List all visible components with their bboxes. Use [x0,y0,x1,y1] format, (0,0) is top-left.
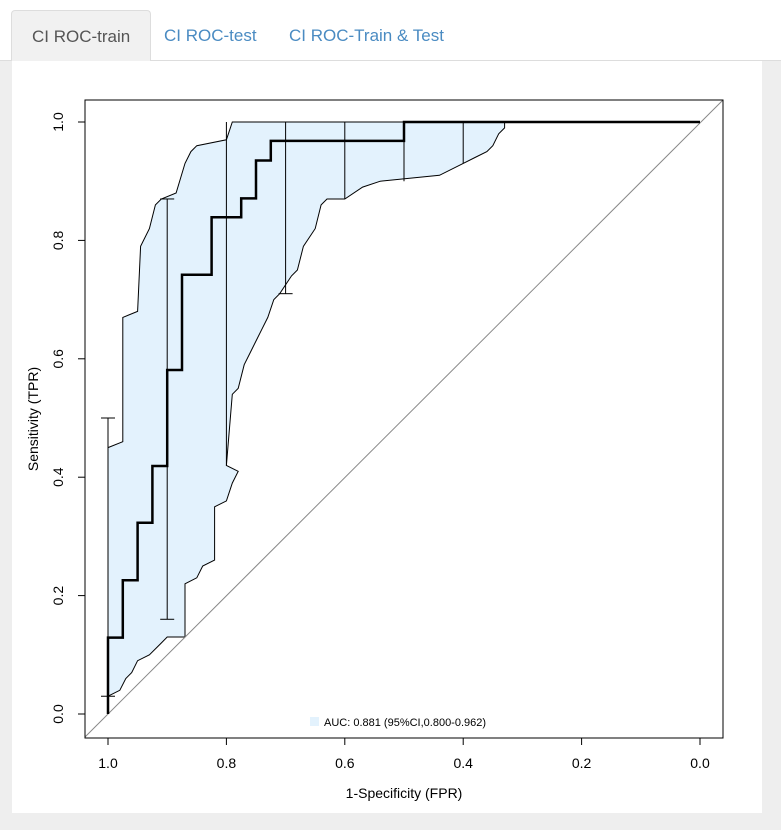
tab-ci-roc-train[interactable]: CI ROC-train [11,10,152,62]
x-tick-label-1: 0.8 [217,755,237,771]
ci-lower-line [107,122,506,697]
y-tick-label-3: 0.6 [50,349,66,369]
roc-curve [106,120,700,714]
ci-band [108,122,700,697]
y-tick-label-5: 1.0 [50,112,66,132]
roc-chart: 1.0 0.8 0.6 0.4 0.2 0.0 0.0 0.2 0.4 0.6 0.8 1.0 AUC… [25,99,724,801]
plot-frame [84,99,724,739]
y-tick-label-0: 0.0 [50,704,66,724]
legend-label: AUC: 0.881 (95%CI,0.800-0.962) [324,717,486,729]
tab-ci-roc-test[interactable]: CI ROC-test [164,26,257,45]
diagonal-reference-line [84,99,724,738]
roc-line-layer [84,99,724,738]
y-tick-label-2: 0.4 [50,467,66,487]
axis-layer: 1.0 0.8 0.6 0.4 0.2 0.0 0.0 0.2 0.4 0.6 0.8 1.0 [50,99,724,771]
y-tick-label-1: 0.2 [50,586,66,606]
y-tick-label-4: 0.8 [50,230,66,250]
plot-image: 1.0 0.8 0.6 0.4 0.2 0.0 0.0 0.2 0.4 0.6 0.8 1.0 AUC… [12,61,762,813]
tab-panel: 1.0 0.8 0.6 0.4 0.2 0.0 0.0 0.2 0.4 0.6 0.8 1.0 AUC… [0,61,781,830]
tab-bar: CI ROC-train CI ROC-test CI ROC-Train & … [0,0,781,62]
tab-ci-roc-train-test[interactable]: CI ROC-Train & Test [289,26,444,45]
x-tick-label-0: 1.0 [98,755,118,771]
y-axis-label: Sensitivity (TPR) [25,367,41,471]
ci-band-layer [107,121,700,697]
x-tick-label-3: 0.4 [453,755,473,771]
legend-swatch [310,717,319,726]
legend: AUC: 0.881 (95%CI,0.800-0.962) [310,717,486,729]
x-tick-label-4: 0.2 [572,755,592,771]
x-tick-label-2: 0.6 [335,755,355,771]
x-axis-label: 1-Specificity (FPR) [346,785,463,801]
x-tick-label-5: 0.0 [690,755,710,771]
